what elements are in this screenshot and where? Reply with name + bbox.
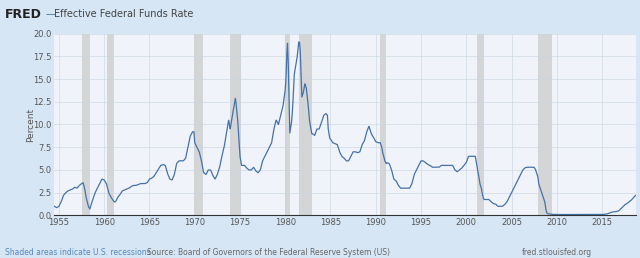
Text: Effective Federal Funds Rate: Effective Federal Funds Rate — [54, 9, 194, 19]
Bar — [477, 34, 484, 215]
Bar — [107, 34, 114, 215]
Bar — [285, 34, 290, 215]
Text: Shaded areas indicate U.S. recessions: Shaded areas indicate U.S. recessions — [5, 248, 151, 257]
Y-axis label: Percent: Percent — [26, 107, 35, 142]
Bar — [538, 34, 552, 215]
Bar — [194, 34, 203, 215]
Text: —: — — [46, 9, 59, 19]
Text: fred.stlouisfed.org: fred.stlouisfed.org — [522, 248, 592, 257]
Text: Source: Board of Governors of the Federal Reserve System (US): Source: Board of Governors of the Federa… — [147, 248, 390, 257]
Bar — [230, 34, 241, 215]
Bar — [380, 34, 387, 215]
Text: FRED: FRED — [5, 8, 42, 21]
Bar — [299, 34, 312, 215]
Bar — [83, 34, 90, 215]
